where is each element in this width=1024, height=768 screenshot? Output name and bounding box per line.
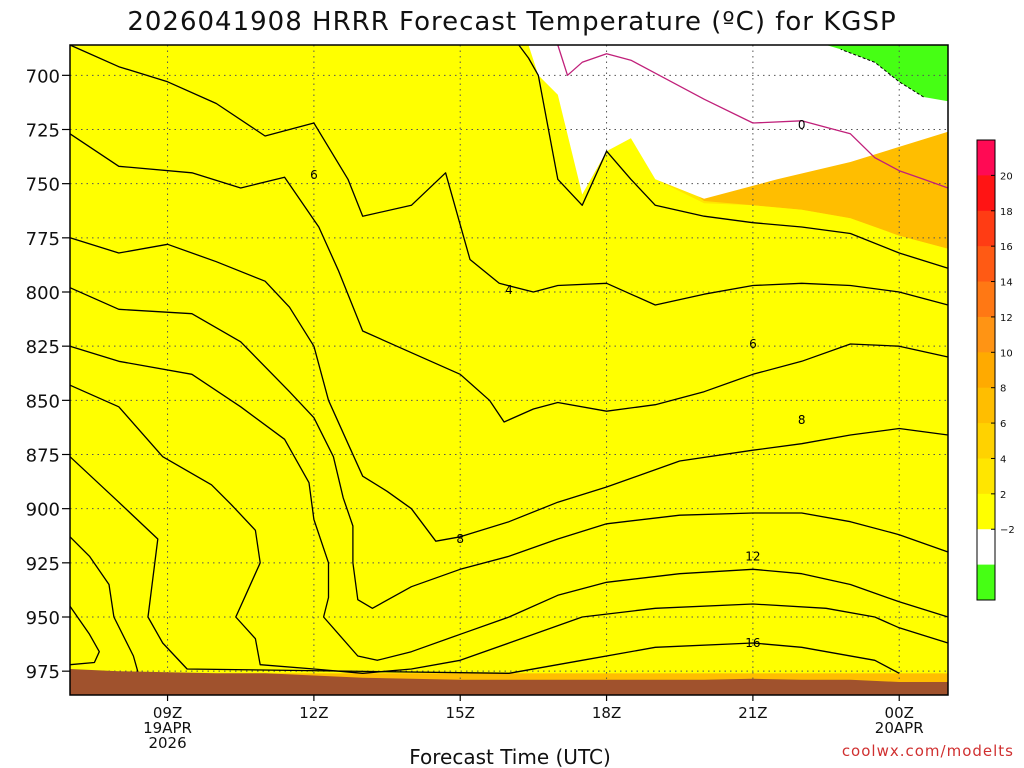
contour-label: 16 [745,636,760,650]
plot-frame [69,44,949,696]
colorbar-swatch [977,175,995,212]
colorbar-swatch [977,493,995,530]
colorbar: 20 18 16 14 12 10 8 6 4 2 −2 [976,139,1015,601]
region-below-minus2 [826,45,948,102]
contour-4 [69,44,949,306]
y-tick-label: 775 [26,229,60,250]
colorbar-tick-label: 20 [1000,171,1013,182]
colorbar-swatch [977,387,995,424]
contour-label: 8 [456,532,464,546]
y-tick-label: 900 [26,500,60,521]
colorbar-swatch [977,423,995,459]
colorbar-swatch [977,316,995,353]
colorbar-tick-label: 8 [1000,384,1006,395]
x-tick-label: 15Z [446,704,475,722]
y-tick-label: 825 [26,337,60,358]
colorbar-swatch [977,246,995,283]
y-axis-ticks: 700 725 750 775 800 825 850 875 900 925 950 975 [26,66,70,683]
colorbar-swatch [977,281,995,318]
x-tick-label: 00Z [885,704,914,722]
region-0-2 [70,45,948,674]
x-tick-label: 20APR [875,719,924,737]
contour-8 [69,237,949,542]
x-tick-label: 18Z [592,704,621,722]
colorbar-tick-label: 12 [1000,313,1013,324]
colorbar-frame [976,139,996,601]
contour-6 [69,133,949,423]
y-tick-label: 725 [26,121,60,142]
colorbar-swatch [977,210,995,247]
ground-layer [70,669,948,695]
contour-2 [518,44,949,269]
contour-12 [69,345,949,661]
colorbar-swatch [977,140,995,176]
contour-labels: 0 6 4 6 8 8 12 16 [310,118,806,650]
colorbar-tick-label: 14 [1000,278,1013,289]
colorbar-tick-label: 6 [1000,419,1006,430]
contour-14 [69,384,949,674]
y-tick-label: 700 [26,66,60,87]
contour-label: 6 [310,168,318,182]
y-tick-label: 875 [26,446,60,467]
filled-regions [70,45,948,695]
y-tick-label: 975 [26,662,60,683]
contour-label: 0 [798,118,806,132]
y-tick-label: 950 [26,608,60,629]
contour-18 [69,536,139,674]
colorbar-tick-label: 4 [1000,454,1006,465]
colorbar-tick-label: 10 [1000,348,1013,359]
colorbar-swatch [977,529,995,566]
region-below-2 [528,45,948,199]
colorbar-swatch [977,458,995,495]
x-tick-label: 2026 [148,734,186,752]
credit-text: coolwx.com/modelts [842,742,1014,760]
contour-label: 12 [745,549,760,563]
y-tick-label: 925 [26,554,60,575]
y-tick-label: 800 [26,283,60,304]
contour-lines [69,44,949,674]
contour-label: 6 [749,337,757,351]
contour-16 [69,456,900,674]
gridlines [70,45,948,695]
x-tick-label: 21Z [738,704,767,722]
contour-10 [69,287,949,609]
colorbar-tick-label: −2 [1000,525,1015,536]
contour-label: 4 [505,283,513,297]
y-tick-label: 850 [26,391,60,412]
x-tick-label: 19APR [143,719,192,737]
x-axis-label: Forecast Time (UTC) [409,745,611,768]
x-tick-label: 09Z [153,704,182,722]
contour-0 [557,44,949,189]
colorbar-tick-label: 18 [1000,207,1013,218]
colorbar-swatch [977,352,995,389]
colorbar-tick-label: 2 [1000,490,1006,501]
chart-title: 2026041908 HRRR Forecast Temperature (ºC… [127,7,896,37]
x-tick-label: 12Z [299,704,328,722]
ground-fill [70,669,948,695]
colorbar-tick-label: 16 [1000,242,1013,253]
contour-20 [69,605,100,666]
colorbar-swatch [977,564,995,601]
contour-label: 8 [798,413,806,427]
y-tick-label: 750 [26,175,60,196]
